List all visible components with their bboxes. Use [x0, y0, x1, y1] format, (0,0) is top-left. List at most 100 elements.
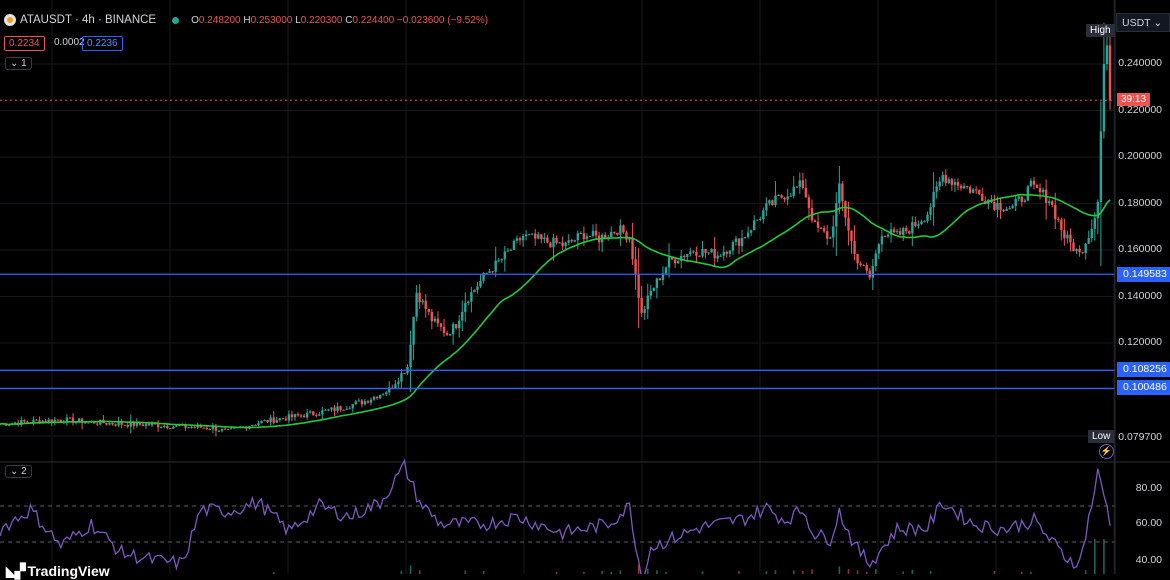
candle-body	[756, 219, 759, 221]
candle-body	[853, 240, 856, 254]
candle-body	[567, 240, 570, 243]
candle-body	[175, 425, 178, 427]
candle-body	[914, 222, 917, 226]
level-label[interactable]: 0.149583	[1117, 267, 1170, 282]
candle-body	[232, 427, 236, 429]
candle-body	[953, 182, 957, 185]
candle-body	[312, 411, 315, 415]
candle-body	[418, 292, 421, 303]
sell-price-box[interactable]: 0.2234	[4, 36, 45, 51]
lightning-icon[interactable]: ⚡	[1099, 444, 1114, 459]
candle-body	[111, 422, 114, 425]
candlestick-series	[0, 22, 1112, 437]
candle-body	[859, 263, 862, 266]
price-tick: 0.180000	[1118, 197, 1162, 209]
rsi-tick: 80.00	[1135, 482, 1162, 494]
candle-body	[923, 221, 926, 223]
candle-body	[795, 186, 798, 188]
candle-body	[296, 414, 300, 416]
candle-body	[667, 257, 671, 268]
candle-body	[284, 418, 288, 421]
candle-body	[631, 237, 634, 260]
candle-body	[646, 295, 649, 310]
candle-body	[576, 233, 580, 241]
candle-body	[521, 236, 525, 241]
candle-body	[768, 200, 771, 204]
tradingview-watermark: ◣▞ TradingView	[6, 563, 110, 579]
candle-body	[1075, 248, 1078, 252]
volume-bar	[482, 570, 485, 574]
candle-body	[360, 400, 364, 405]
volume-bar	[583, 571, 585, 574]
candle-body	[832, 226, 835, 238]
candle-body	[579, 233, 583, 235]
candle-body	[485, 272, 488, 274]
candle-body	[336, 406, 339, 411]
symbol-title[interactable]: ATAUSDT · 4h · BINANCE	[20, 14, 157, 26]
candle-body	[898, 231, 902, 235]
candle-body	[664, 267, 668, 274]
candle-body	[974, 189, 978, 191]
candle-body	[749, 230, 753, 233]
candle-body	[263, 419, 266, 421]
candle-body	[1096, 201, 1100, 219]
candle-body	[56, 419, 59, 421]
candle-body	[561, 242, 564, 246]
candle-body	[594, 230, 598, 236]
candle-body	[378, 394, 382, 399]
candle-body	[138, 422, 142, 425]
candle-body	[1102, 64, 1106, 132]
currency-select[interactable]: USDT ⌄	[1116, 13, 1170, 32]
candle-body	[856, 253, 859, 264]
candle-body	[1081, 252, 1084, 254]
candle-body	[704, 249, 707, 253]
level-label[interactable]: 0.108256	[1117, 362, 1170, 377]
candle-body	[400, 373, 403, 382]
candle-body	[430, 311, 434, 322]
volume-bar	[701, 571, 704, 574]
candle-body	[555, 237, 558, 243]
candle-body	[819, 227, 823, 229]
candle-body	[500, 259, 503, 261]
candle-body	[1008, 208, 1011, 210]
candle-body	[1069, 234, 1072, 243]
candle-body	[880, 236, 884, 245]
main-pane-toggle-button[interactable]: ⌄ 1	[5, 57, 32, 70]
volume-bar	[865, 571, 868, 574]
level-label[interactable]: 0.100486	[1117, 380, 1170, 395]
candle-body	[661, 273, 665, 281]
volume-bar	[847, 568, 850, 574]
candle-body	[558, 242, 561, 244]
candle-body	[293, 414, 297, 418]
buy-price-box[interactable]: 0.2236	[82, 36, 123, 51]
symbol-header[interactable]: ATAUSDT · 4h · BINANCE O0.248200 H0.2530…	[4, 14, 488, 26]
candle-body	[150, 423, 154, 426]
candle-body	[643, 309, 646, 313]
candle-body	[634, 259, 637, 274]
candle-body	[254, 425, 257, 427]
candle-body	[1020, 196, 1024, 202]
candle-body	[385, 392, 388, 395]
candle-body	[342, 409, 345, 411]
candle-body	[330, 407, 333, 410]
candle-body	[403, 373, 406, 375]
candle-body	[321, 410, 324, 415]
candle-body	[506, 250, 510, 252]
candle-body	[257, 423, 260, 426]
volume-bar	[802, 571, 804, 574]
candle-body	[251, 425, 254, 427]
candle-body	[32, 419, 35, 423]
candle-body	[135, 422, 139, 426]
candle-body	[543, 237, 546, 240]
candle-body	[841, 183, 844, 202]
candle-body	[369, 399, 373, 403]
candle-body	[375, 396, 379, 399]
candle-body	[126, 424, 129, 427]
candle-body	[333, 407, 336, 411]
candle-body	[503, 251, 507, 260]
candle-body	[339, 406, 342, 410]
rsi-pane-toggle-button[interactable]: ⌄ 2	[5, 465, 32, 478]
volume-bar	[774, 570, 777, 574]
candle-body	[354, 401, 358, 405]
